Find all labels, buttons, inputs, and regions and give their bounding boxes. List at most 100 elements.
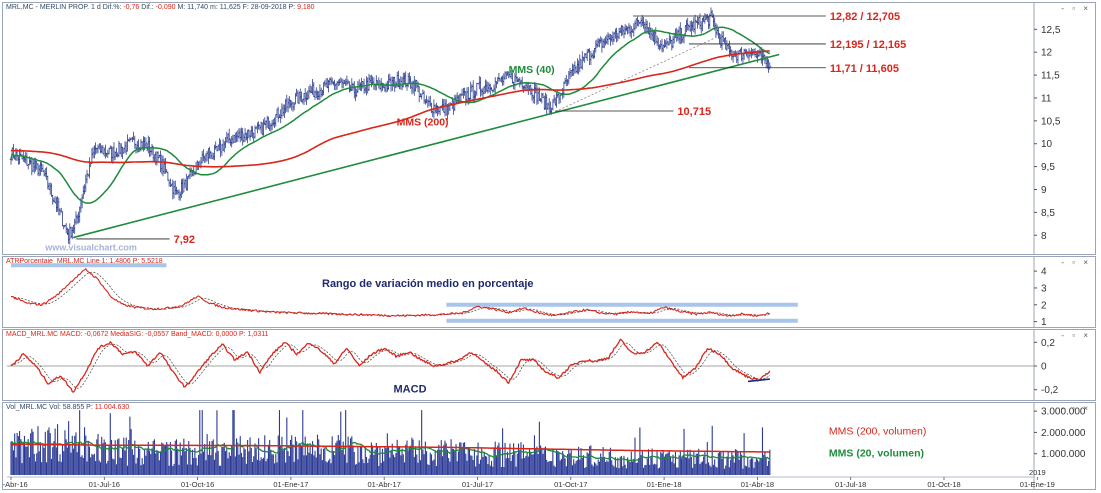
volume-bar [362, 459, 364, 475]
volume-bar [331, 436, 333, 475]
volume-bar [726, 456, 728, 475]
volume-bar [240, 452, 243, 475]
volume-bar [521, 458, 523, 475]
y-axis-tick-label: 12 [1041, 48, 1053, 59]
volume-bar [717, 453, 719, 475]
volume-bar [30, 433, 32, 475]
volume-bar [612, 464, 614, 475]
volume-bar [737, 451, 739, 475]
volume-bar [327, 460, 330, 475]
volume-bar [142, 464, 144, 475]
volume-bar [174, 440, 176, 475]
volume-bar [179, 442, 181, 475]
pane-window-controls[interactable]: - ▫ × [1061, 4, 1091, 13]
volume-bar [732, 455, 734, 475]
volume-bar [427, 464, 429, 475]
volume-bar [58, 461, 60, 475]
volume-bar [394, 457, 396, 475]
volume-bar [618, 468, 620, 475]
volume-bar [213, 459, 216, 475]
volume-bar [413, 456, 415, 475]
volume-bar [749, 459, 751, 475]
volume-bar [237, 442, 239, 475]
volume-bar [569, 453, 571, 475]
volume-bar [531, 454, 533, 475]
x-axis-tick-label: 01-Oct-18 [927, 480, 960, 489]
price-pane[interactable]: MRL.MC - MERLIN PROP. 1 d Dif.%: -0,76 D… [2, 2, 1096, 255]
volume-bar [470, 455, 472, 475]
pane-window-controls[interactable]: - ▫ × [1061, 404, 1091, 413]
volume-bar [184, 451, 186, 475]
volume-bar [459, 442, 461, 475]
volume-bar [42, 443, 44, 475]
volume-bar [33, 453, 35, 475]
volume-bar [180, 455, 182, 475]
x-axis-tick-label: 01-Abr-16 [3, 480, 28, 489]
volume-bar [243, 447, 245, 475]
volume-bar [562, 451, 564, 475]
volume-bar [91, 453, 93, 475]
volume-bar [483, 451, 485, 475]
volume-bar [503, 467, 505, 475]
volume-bar [757, 459, 759, 475]
vol-mms200-label: MMS (200, volumen) [829, 425, 926, 437]
volume-bar [215, 452, 217, 475]
volume-bar [260, 457, 262, 475]
volume-bar [674, 452, 676, 475]
volume-bar [617, 457, 619, 475]
volume-bar [598, 461, 600, 475]
volume-bar [535, 448, 537, 475]
volume-bar [309, 446, 311, 475]
volume-bar [232, 410, 234, 475]
x-axis-tick-label: 01-Ene-19 [1020, 480, 1055, 489]
volume-bar [59, 454, 61, 475]
volume-bar [303, 455, 305, 475]
volume-bar [753, 467, 755, 475]
volume-bar [744, 465, 746, 475]
volume-bar [540, 445, 542, 475]
volume-bar [228, 452, 230, 475]
volume-bar [114, 440, 116, 475]
volume-bar [614, 457, 616, 475]
volume-bar [298, 443, 300, 475]
volume-bar [622, 466, 624, 475]
volume-bar [285, 462, 287, 475]
volume-bar [61, 444, 64, 475]
volume-bar [272, 454, 274, 475]
volume-bar [379, 447, 381, 475]
volume-bar [17, 436, 19, 475]
atr-pane[interactable]: ATRPorcentaje_MRL.MC Line 1: 1,4806 P: 5… [2, 256, 1096, 328]
macd-pane-header: MACD_MRL.MC MACD: -0,0672 MediaSIG: -0,0… [6, 331, 269, 338]
volume-bar [55, 447, 57, 475]
volume-bar [251, 462, 254, 475]
volume-bar [334, 455, 336, 475]
mms40-line [10, 26, 771, 204]
y-axis-tick-label: 8,5 [1041, 208, 1055, 219]
volume-bar [168, 465, 170, 475]
volume-bar [444, 440, 446, 475]
volume-bar [244, 449, 246, 475]
volume-bar [281, 436, 283, 475]
volume-bar [433, 459, 435, 475]
volume-bar [156, 449, 158, 475]
volume-bar [274, 463, 276, 475]
pane-window-controls[interactable]: - ▫ × [1061, 331, 1091, 340]
volume-bar [365, 456, 368, 475]
volume-bar [527, 456, 529, 475]
volume-bar [406, 440, 408, 475]
volume-bar [462, 442, 464, 475]
volume-bar [123, 437, 125, 475]
volume-bar [415, 446, 417, 475]
volume-pane[interactable]: Vol_MRL.MC Vol: 58.855 P: 11.004.630 - ▫… [2, 402, 1096, 490]
y-axis-tick-label: 3 [1041, 283, 1047, 294]
volume-bar [553, 465, 555, 475]
volume-bar [347, 436, 349, 475]
volume-bar [166, 442, 168, 475]
macd-pane[interactable]: MACD_MRL.MC MACD: -0,0672 MediaSIG: -0,0… [2, 329, 1096, 401]
volume-bar [348, 447, 350, 475]
volume-bar [673, 463, 675, 475]
volume-bar [752, 458, 754, 475]
volume-bar [694, 464, 696, 475]
pane-window-controls[interactable]: - ▫ × [1061, 258, 1091, 267]
volume-bar [613, 466, 615, 475]
